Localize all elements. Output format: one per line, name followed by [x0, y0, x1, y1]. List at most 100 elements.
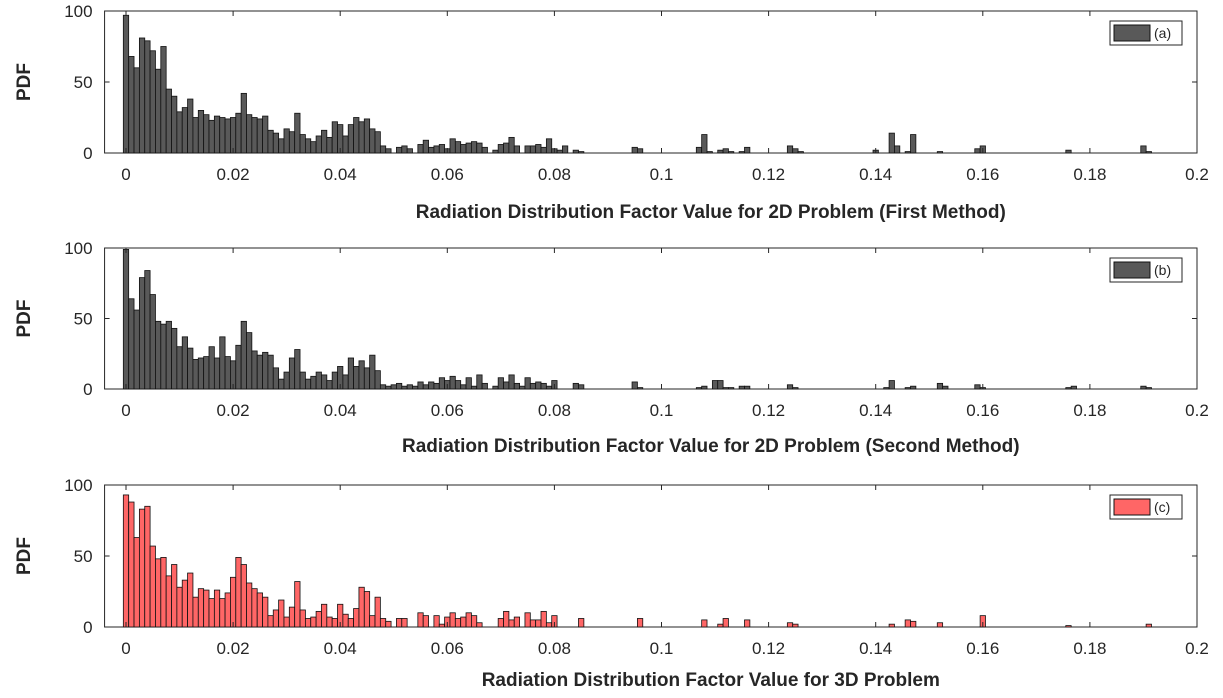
bar: [219, 336, 226, 390]
x-tick-label: 0.02: [217, 401, 250, 420]
bar: [165, 88, 172, 154]
bar: [358, 360, 365, 390]
bar: [497, 144, 504, 154]
bar: [203, 114, 210, 154]
bar: [722, 387, 729, 390]
legend-swatch: [1113, 261, 1151, 279]
bar: [738, 385, 745, 390]
bar: [283, 616, 290, 628]
bar: [138, 508, 146, 628]
x-tick-label: 0.2: [1185, 639, 1209, 658]
bar: [272, 609, 280, 628]
bar: [438, 623, 446, 628]
bar: [267, 615, 274, 628]
bar: [347, 357, 354, 390]
x-tick-label: 0.14: [859, 639, 892, 658]
plot-area: [104, 247, 1198, 390]
x-tick-label: 0.08: [538, 639, 571, 658]
bar: [331, 618, 338, 628]
x-tick-label: 0.02: [217, 165, 250, 184]
bar: [701, 619, 708, 628]
bar: [470, 385, 478, 390]
y-tick-label: 100: [64, 476, 92, 495]
x-axis-label: Radiation Distribution Factor Value for …: [416, 202, 1006, 223]
bar: [133, 67, 140, 154]
bar: [267, 354, 274, 390]
x-tick-label: 0.1: [650, 401, 674, 420]
bar: [379, 384, 387, 390]
chart-panel-b: 0 0.02 0.04 0.06 0.08 0.1 0.12 0.14 0.16 0.18 0.2 0…: [14, 239, 1209, 457]
y-tick-label: 50: [74, 547, 93, 566]
y-tick-label: 0: [83, 380, 92, 399]
bar: [904, 619, 911, 628]
bar: [1065, 625, 1072, 628]
bar: [503, 142, 510, 154]
bar: [256, 354, 263, 390]
bar: [321, 129, 328, 154]
x-tick-label: 0.18: [1073, 165, 1106, 184]
bar: [203, 356, 210, 390]
bar: [240, 92, 247, 154]
bar: [294, 112, 301, 154]
bar: [379, 145, 387, 154]
y-axis-label: PDF: [14, 300, 35, 338]
bar: [460, 144, 467, 154]
bar: [524, 612, 531, 628]
bar: [792, 148, 799, 154]
bar: [385, 385, 392, 390]
bar: [272, 132, 280, 154]
bar: [529, 382, 537, 390]
bar: [283, 371, 290, 390]
bar: [122, 249, 130, 390]
bar: [165, 320, 172, 390]
x-tick-label: 0.04: [324, 639, 357, 658]
x-tick-label: 0.06: [431, 401, 464, 420]
bar: [936, 382, 944, 390]
bar: [374, 131, 381, 154]
x-tick-label: 0.18: [1073, 639, 1106, 658]
bar: [545, 385, 553, 390]
bar: [122, 14, 130, 154]
bar: [503, 610, 510, 628]
bar: [476, 142, 483, 154]
bar: [353, 117, 360, 154]
y-tick-label: 100: [64, 2, 92, 21]
bar: [894, 145, 901, 154]
x-tick-label: 0.18: [1073, 401, 1106, 420]
bar: [321, 374, 328, 390]
bar: [181, 107, 188, 154]
bar: [888, 623, 895, 628]
bar: [904, 151, 911, 154]
bar: [251, 588, 258, 628]
bar: [396, 382, 403, 390]
bar: [465, 377, 472, 390]
bar: [701, 134, 708, 154]
bar: [540, 382, 547, 390]
bar: [326, 616, 333, 628]
bar: [438, 377, 446, 390]
bar: [213, 357, 221, 390]
x-tick-label: 0: [121, 165, 130, 184]
bar: [401, 385, 408, 390]
bar: [422, 139, 429, 154]
bar: [171, 95, 178, 154]
bar: [535, 144, 542, 154]
bar: [181, 336, 188, 390]
y-tick-label: 100: [64, 239, 92, 258]
bar: [508, 374, 515, 390]
bar: [540, 610, 547, 628]
bar: [497, 377, 504, 390]
bar: [358, 121, 365, 154]
bar: [508, 619, 515, 628]
bar: [363, 367, 371, 390]
bar: [262, 351, 269, 390]
bar: [197, 110, 205, 154]
bar: [171, 564, 178, 628]
bar: [910, 620, 917, 628]
bar: [722, 148, 729, 154]
bar: [197, 357, 205, 390]
bar: [728, 387, 735, 390]
bar: [454, 618, 462, 628]
bar: [347, 618, 354, 628]
